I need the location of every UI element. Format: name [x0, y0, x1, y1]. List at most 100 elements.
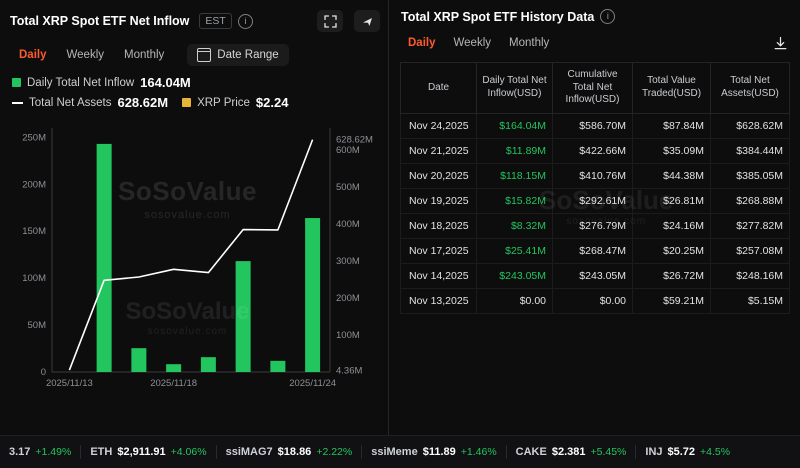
ticker-item[interactable]: CAKE $2.381 +5.45%	[507, 446, 636, 458]
col-total-net-assets: Total Net Assets(USD)	[710, 62, 790, 114]
svg-text:4.36M: 4.36M	[336, 365, 362, 376]
chart-svg: 0 50M 100M 150M 200M 250M 4.36M 100M 200M 300M 400…	[22, 128, 373, 389]
info-icon[interactable]: i	[237, 13, 253, 29]
ticker-symbol: ssiMAG7	[225, 446, 273, 458]
ticker-price: $5.72	[667, 446, 696, 458]
info-icon[interactable]: i	[600, 9, 616, 24]
table-row[interactable]: Nov 13,2025 $0.00 $0.00 $59.21M $5.15M	[400, 287, 790, 314]
cell-cumulative-net-inflow: $0.00	[552, 287, 633, 314]
cell-daily-net-inflow: $8.32M	[476, 212, 553, 239]
legend-value-xrp-price: $2.24	[255, 95, 289, 110]
svg-text:50M: 50M	[28, 320, 47, 331]
ticker-item[interactable]: INJ $5.72 +4.5%	[636, 446, 739, 458]
tab-daily[interactable]: Daily	[19, 49, 47, 61]
table-row[interactable]: Nov 19,2025 $15.82M $292.61M $26.81M $268.88…	[400, 187, 790, 214]
legend-marker-daily-inflow	[12, 78, 21, 87]
cell-date: Nov 20,2025	[400, 162, 477, 189]
history-data-panel: Total XRP Spot ETF History Data i Daily …	[389, 0, 800, 436]
ticker-change: +5.45%	[590, 446, 627, 458]
ticker-change: +4.5%	[700, 446, 731, 458]
ticker-change: +1.49%	[35, 446, 72, 458]
chart-header: Total XRP Spot ETF Net Inflow EST i	[0, 0, 388, 36]
date-range-label: Date Range	[217, 49, 279, 61]
svg-text:100M: 100M	[336, 330, 360, 341]
cell-cumulative-net-inflow: $276.79M	[552, 212, 633, 239]
chart-period-controls: Daily Weekly Monthly Date Range	[0, 36, 388, 68]
history-tab-weekly[interactable]: Weekly	[453, 37, 492, 49]
ticker-price: $18.86	[277, 446, 312, 458]
date-range-button[interactable]: Date Range	[187, 44, 289, 66]
cell-total-net-assets: $628.62M	[710, 112, 790, 139]
table-row[interactable]: Nov 14,2025 $243.05M $243.05M $26.72M $248.1…	[400, 262, 790, 289]
cell-total-value-traded: $24.16M	[632, 212, 711, 239]
cell-date: Nov 14,2025	[400, 262, 477, 289]
cell-daily-net-inflow: $118.15M	[476, 162, 553, 189]
cell-daily-net-inflow: $11.89M	[476, 137, 553, 164]
ticker-change: +1.46%	[460, 446, 497, 458]
ticker-item[interactable]: ssiMeme $11.89 +1.46%	[362, 446, 505, 458]
svg-text:2025/11/24: 2025/11/24	[289, 378, 336, 389]
table-row[interactable]: Nov 18,2025 $8.32M $276.79M $24.16M $277.82M	[400, 212, 790, 239]
tab-monthly[interactable]: Monthly	[124, 49, 165, 61]
download-icon[interactable]	[770, 33, 790, 53]
ticker-price: $11.89	[422, 446, 456, 458]
history-tab-monthly[interactable]: Monthly	[509, 37, 550, 49]
calendar-icon	[197, 48, 212, 62]
cell-total-net-assets: $277.82M	[710, 212, 790, 239]
market-ticker-bar[interactable]: 3.17 +1.49% ETH $2,911.91 +4.06% ssiMAG7 $18.8…	[0, 435, 800, 468]
cell-cumulative-net-inflow: $268.47M	[552, 237, 633, 264]
col-date: Date	[400, 62, 477, 114]
history-tab-daily[interactable]: Daily	[408, 37, 436, 49]
table-row[interactable]: Nov 21,2025 $11.89M $422.66M $35.09M $384.44…	[400, 137, 790, 164]
ticker-symbol: ETH	[90, 446, 113, 458]
est-badge: EST	[199, 13, 232, 29]
share-icon[interactable]	[354, 10, 380, 32]
svg-text:200M: 200M	[336, 293, 360, 304]
tab-weekly[interactable]: Weekly	[66, 49, 105, 61]
table-header-row: Date Daily Total Net Inflow(USD) Cumulat…	[400, 62, 790, 114]
cell-cumulative-net-inflow: $410.76M	[552, 162, 633, 189]
history-period-controls: Daily Weekly Monthly	[389, 24, 800, 53]
history-table: Date Daily Total Net Inflow(USD) Cumulat…	[400, 62, 790, 314]
ticker-symbol: CAKE	[515, 446, 547, 458]
cell-total-value-traded: $35.09M	[632, 137, 711, 164]
legend-value-daily-inflow: 164.04M	[140, 75, 191, 90]
ticker-item[interactable]: 3.17 +1.49%	[0, 446, 80, 458]
ticker-item[interactable]: ETH $2,911.91 +4.06%	[81, 446, 215, 458]
legend-label-xrp-price: XRP Price	[197, 96, 250, 109]
cell-date: Nov 21,2025	[400, 137, 477, 164]
ticker-separator	[80, 445, 82, 459]
col-total-value-traded: Total Value Traded(USD)	[632, 62, 711, 114]
cell-date: Nov 18,2025	[400, 212, 477, 239]
svg-text:600M: 600M	[336, 145, 360, 156]
ticker-separator	[361, 445, 363, 459]
col-cumulative-net-inflow: Cumulative Total Net Inflow(USD)	[552, 62, 633, 114]
cell-date: Nov 19,2025	[400, 187, 477, 214]
cell-total-value-traded: $26.72M	[632, 262, 711, 289]
cell-date: Nov 13,2025	[400, 287, 477, 314]
ticker-symbol: INJ	[645, 446, 663, 458]
table-row[interactable]: Nov 17,2025 $25.41M $268.47M $20.25M $257.08…	[400, 237, 790, 264]
cell-total-net-assets: $248.16M	[710, 262, 790, 289]
table-row[interactable]: Nov 24,2025 $164.04M $586.70M $87.84M $628.6…	[400, 112, 790, 139]
chart-title: Total XRP Spot ETF Net Inflow	[10, 14, 190, 28]
cell-daily-net-inflow: $25.41M	[476, 237, 553, 264]
ticker-change: +4.06%	[170, 446, 207, 458]
legend-marker-total-net-assets	[12, 101, 23, 104]
svg-text:200M: 200M	[22, 179, 46, 190]
cell-total-value-traded: $59.21M	[632, 287, 711, 314]
svg-text:400M: 400M	[336, 219, 360, 230]
svg-text:2025/11/13: 2025/11/13	[46, 378, 93, 389]
fullscreen-icon[interactable]	[317, 10, 343, 32]
svg-text:500M: 500M	[336, 182, 360, 193]
cell-daily-net-inflow: $15.82M	[476, 187, 553, 214]
chart-canvas[interactable]: SoSoValue sosovalue.com SoSoValue sosova…	[0, 118, 388, 418]
legend-marker-xrp-price	[182, 98, 192, 107]
ticker-item[interactable]: ssiMAG7 $18.86 +2.22%	[217, 446, 362, 458]
legend-label-daily-inflow: Daily Total Net Inflow	[27, 76, 135, 89]
table-row[interactable]: Nov 20,2025 $118.15M $410.76M $44.38M $385.0…	[400, 162, 790, 189]
net-inflow-chart-panel: Total XRP Spot ETF Net Inflow EST i Dail…	[0, 0, 389, 436]
cell-date: Nov 17,2025	[400, 237, 477, 264]
cell-cumulative-net-inflow: $243.05M	[552, 262, 633, 289]
